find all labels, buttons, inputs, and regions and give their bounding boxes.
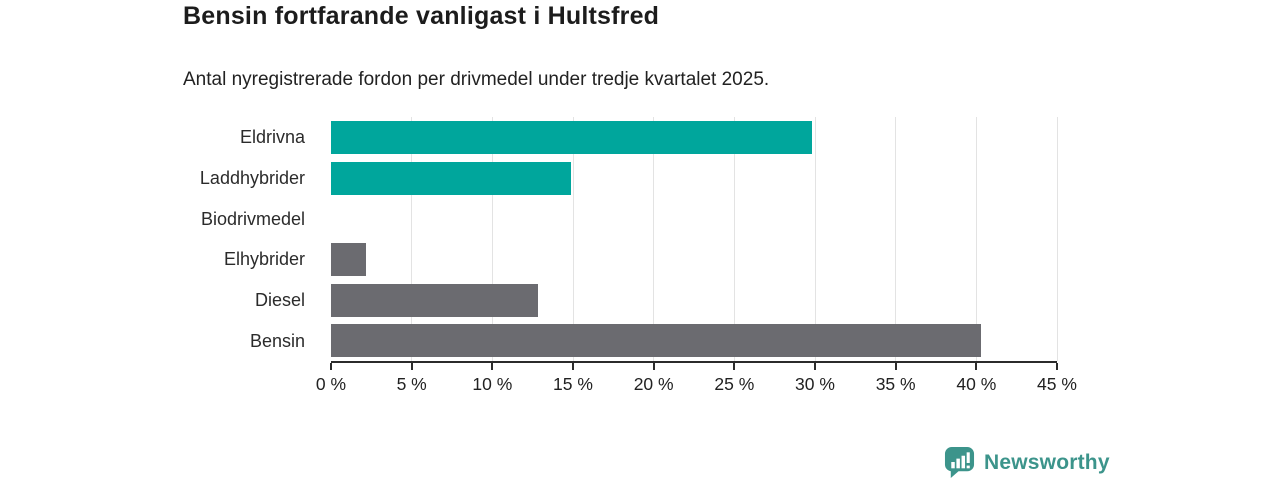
x-axis-tick-label-40: 40 % — [956, 374, 997, 394]
bar-elhybrider — [331, 242, 367, 276]
x-axis-tick-30 — [814, 363, 816, 370]
gridline-30 — [814, 117, 816, 361]
y-axis-label-elhybrider: Elhybrider — [223, 249, 305, 270]
x-axis-tick-label-10: 10 % — [472, 374, 513, 394]
x-axis-tick-label-30: 30 % — [795, 374, 835, 394]
gridline-10 — [491, 117, 493, 361]
y-axis-label-laddhybrider: Laddhybrider — [199, 168, 305, 188]
newsworthy-logo-text: Newsworthy — [984, 450, 1110, 474]
x-axis-tick-20 — [652, 363, 655, 370]
gridline-35 — [895, 117, 897, 361]
x-axis-tick-25 — [733, 363, 736, 370]
x-axis-tick-label-15: 15 % — [553, 374, 593, 394]
x-axis-tick-40 — [975, 363, 978, 370]
bar-eldrivna — [331, 120, 812, 154]
y-axis-label-bensin: Bensin — [249, 330, 305, 351]
newsworthy-logo: Newsworthy — [944, 446, 1110, 479]
x-axis-tick-10 — [491, 363, 494, 370]
bar-bensin — [331, 324, 982, 358]
x-axis-tick-15 — [572, 363, 574, 370]
x-axis-tick-45 — [1056, 363, 1058, 370]
x-axis-tick-label-20: 20 % — [633, 374, 674, 394]
x-axis-tick-35 — [894, 363, 897, 370]
chart-title: Bensin fortfarande vanligast i Hultsfred — [183, 2, 660, 30]
y-axis-labels: Eldrivna Laddhybrider Biodrivmedel Elhybrid… — [118, 117, 318, 361]
x-axis-tick-label-35: 35 % — [875, 374, 916, 394]
x-axis-tick-label-0: 0 % — [315, 374, 347, 394]
gridline-40 — [975, 117, 977, 361]
y-axis-label-diesel: Diesel — [254, 290, 305, 310]
y-axis-label-biodrivmedel: Biodrivmedel — [200, 208, 305, 229]
gridline-15 — [572, 117, 574, 361]
gridline-20 — [653, 117, 655, 361]
gridline-45 — [1056, 117, 1058, 361]
x-axis-tick-label-45: 45 % — [1037, 374, 1077, 394]
plot-area — [331, 117, 1058, 363]
x-axis-tick-label-25: 25 % — [714, 374, 755, 394]
gridline-25 — [733, 117, 735, 361]
x-axis-tick-0 — [330, 363, 332, 370]
gridline-5 — [411, 117, 413, 361]
x-axis: 0 % 5 % 10 % 15 % 20 % 25 % 30 % 35 % 40 % 45 % — [316, 363, 1077, 403]
bar-laddhybrider — [331, 161, 572, 195]
speech-bubble-bar-chart-icon — [944, 447, 975, 478]
x-axis-tick-5 — [410, 363, 413, 370]
bar-diesel — [331, 283, 538, 317]
x-axis-tick-label-5: 5 % — [396, 374, 427, 394]
y-axis-label-eldrivna: Eldrivna — [239, 127, 305, 148]
chart-subtitle: Antal nyregistrerade fordon per drivmede… — [183, 69, 770, 90]
